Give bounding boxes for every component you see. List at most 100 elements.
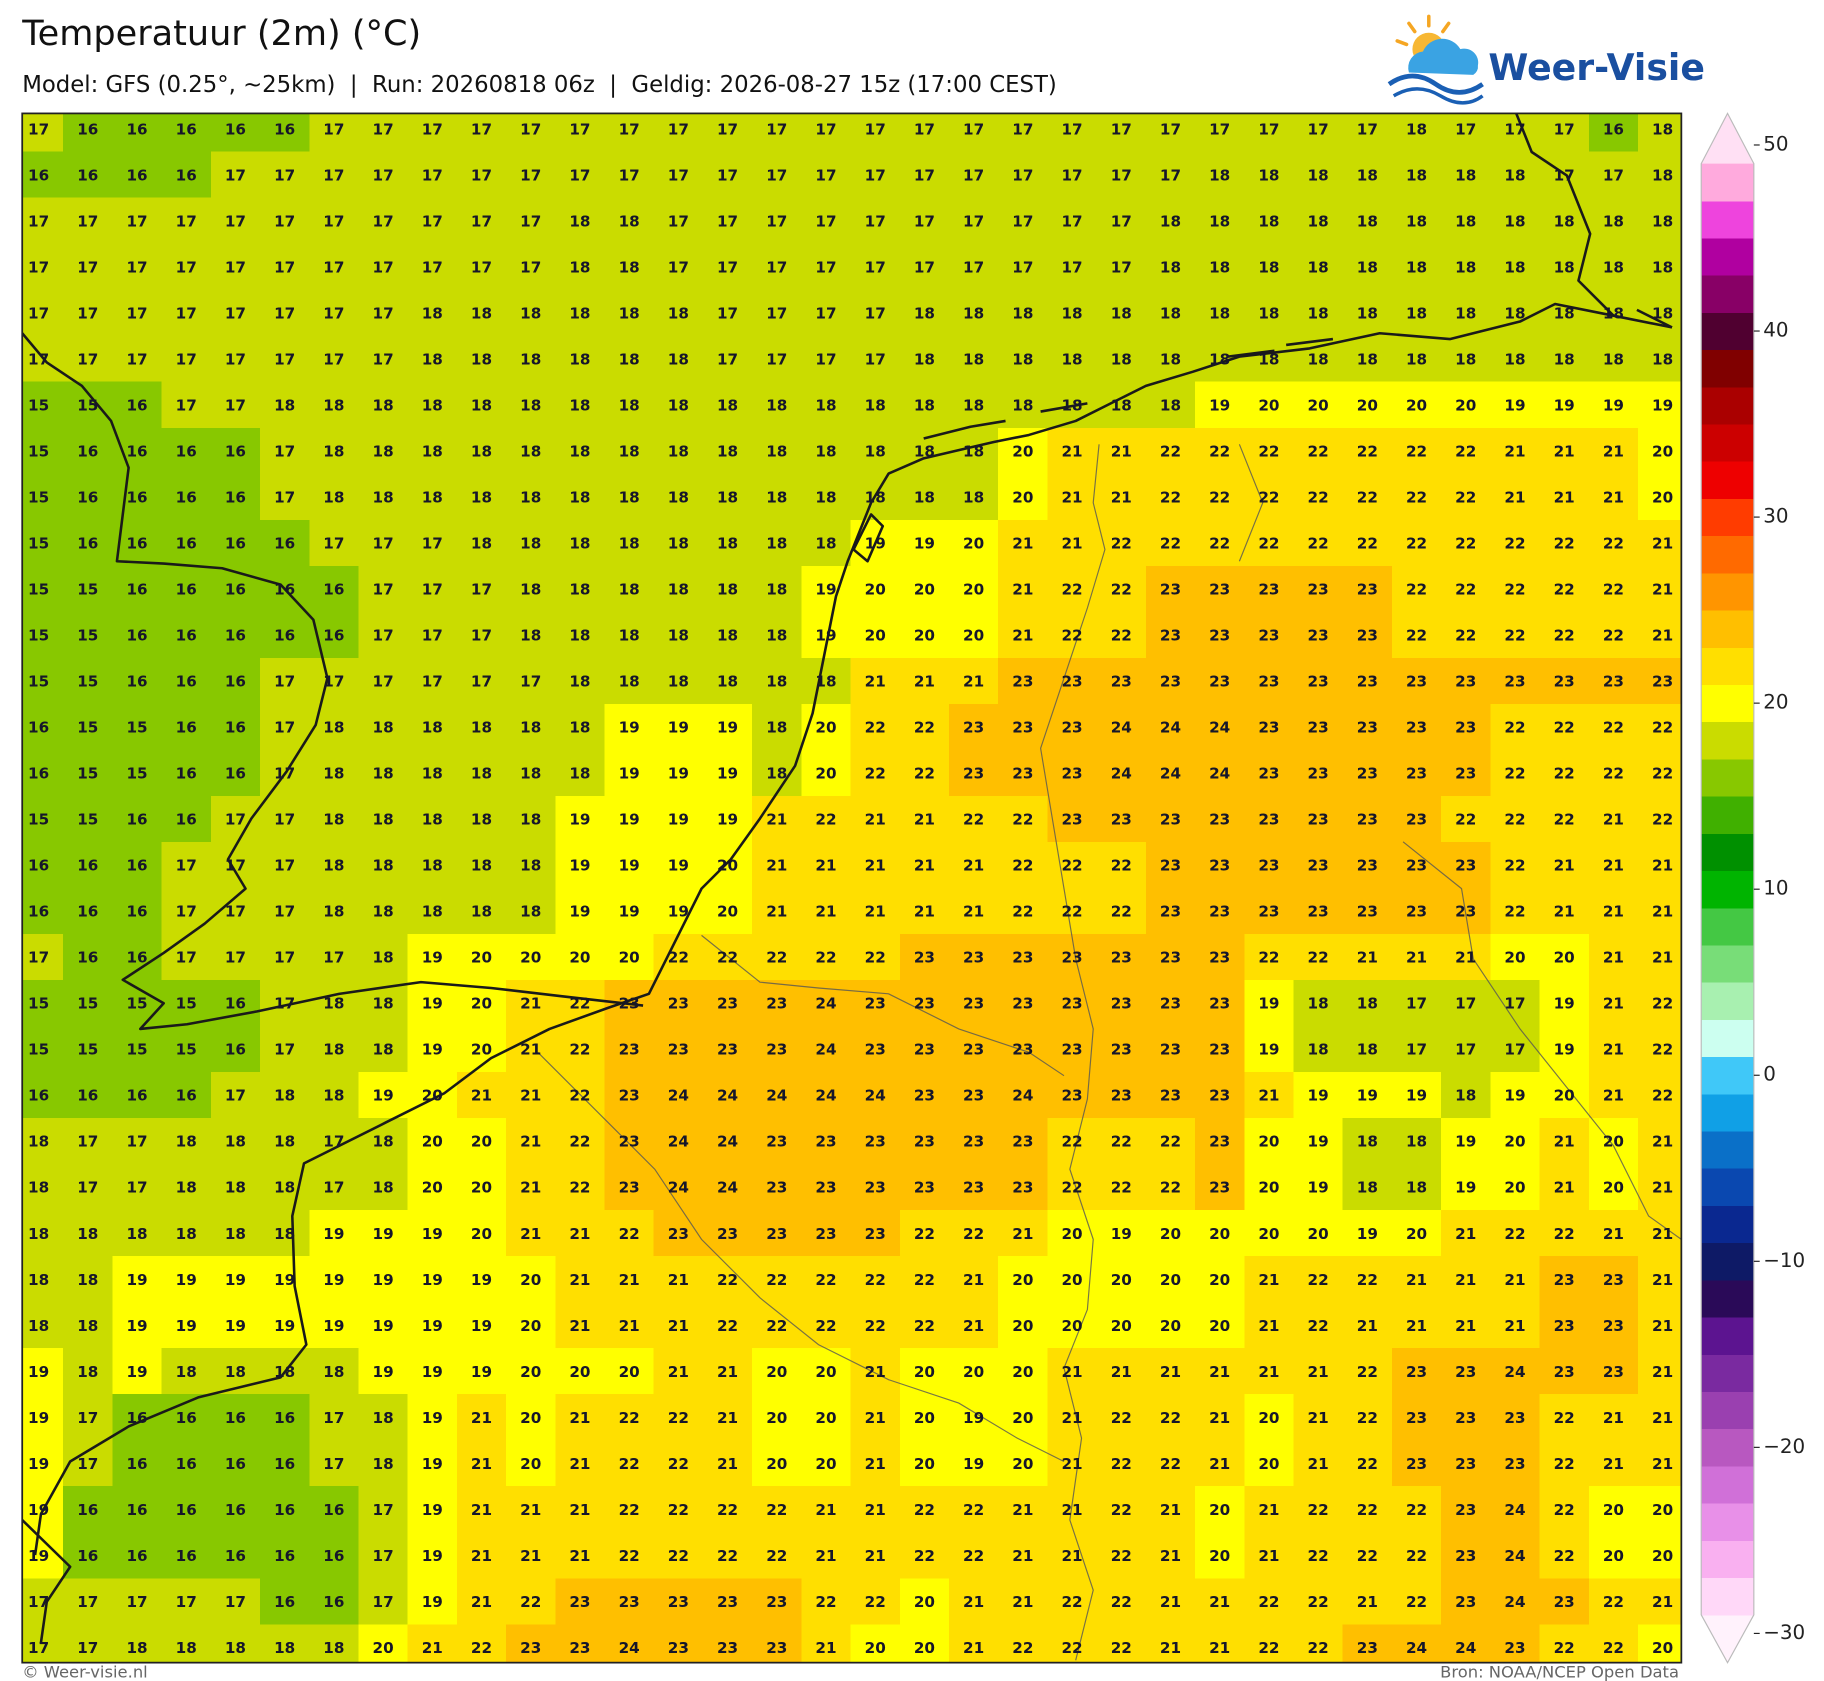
temperature-cell [998, 1440, 1049, 1487]
temperature-cell [63, 243, 114, 291]
temperature-label: 18 [373, 1133, 394, 1151]
temperature-cell [1293, 151, 1344, 199]
temperature-cell [1342, 1164, 1393, 1211]
temperature-cell [702, 565, 753, 613]
temperature-cell [604, 1210, 655, 1257]
temperature-cell [407, 1256, 458, 1303]
temperature-cell [1342, 1624, 1393, 1663]
colorbar-band [1701, 1131, 1754, 1169]
temperature-cell [456, 1394, 507, 1441]
temperature-label: 17 [1160, 120, 1181, 138]
temperature-cell [801, 113, 852, 153]
temperature-label: 18 [1357, 258, 1378, 276]
temperature-label: 23 [914, 1133, 935, 1151]
temperature-cell [358, 1624, 409, 1663]
temperature-label: 18 [1308, 212, 1329, 230]
temperature-label: 21 [963, 1317, 984, 1335]
temperature-label: 17 [274, 1041, 295, 1059]
temperature-cell [604, 1394, 655, 1441]
temperature-label: 22 [815, 949, 836, 967]
temperature-cell [752, 197, 803, 245]
temperature-cell [899, 1394, 950, 1441]
temperature-cell [456, 657, 507, 705]
temperature-label: 18 [422, 765, 443, 783]
temperature-cell [949, 1486, 999, 1533]
temperature-cell [653, 887, 704, 935]
colorbar-tick-label: −30 [1763, 1621, 1805, 1644]
temperature-label: 18 [323, 765, 344, 783]
temperature-label: 18 [520, 304, 541, 322]
temperature-cell [309, 243, 360, 291]
temperature-label: 17 [865, 120, 886, 138]
temperature-label: 19 [619, 719, 640, 737]
temperature-label: 22 [1504, 580, 1525, 598]
temperature-label: 22 [1554, 1547, 1575, 1565]
temperature-cell [1195, 289, 1246, 337]
temperature-cell [506, 427, 557, 475]
temperature-label: 18 [1357, 350, 1378, 368]
temperature-label: 22 [1258, 442, 1279, 460]
temperature-label: 18 [520, 442, 541, 460]
temperature-label: 21 [1061, 442, 1082, 460]
temperature-label: 20 [717, 903, 738, 921]
temperature-cell [1293, 1256, 1344, 1303]
temperature-cell [604, 427, 655, 475]
temperature-cell [358, 335, 409, 383]
temperature-cell [899, 473, 950, 521]
temperature-cell [653, 657, 704, 705]
temperature-cell [998, 841, 1049, 889]
temperature-label: 17 [225, 212, 246, 230]
temperature-label: 24 [865, 1087, 886, 1105]
temperature-cell [850, 749, 901, 797]
temperature-cell [1638, 1624, 1682, 1663]
temperature-label: 20 [520, 1409, 541, 1427]
temperature-label: 21 [1652, 627, 1673, 645]
labels-layer: 17 16 16 16 16 16 17 17 17 17 17 17 17 17 17 17 17 17 17 17… [28, 120, 1673, 1657]
temperature-label: 18 [1406, 120, 1427, 138]
logo-wave [1392, 87, 1484, 105]
temperature-label: 18 [28, 1179, 49, 1197]
temperature-cell [1096, 703, 1147, 751]
temperature-cell [1293, 427, 1344, 475]
temperature-label: 18 [1308, 350, 1329, 368]
temperature-cell [1195, 1624, 1246, 1663]
temperature-cell [358, 749, 409, 797]
temperature-cell [260, 887, 310, 935]
temperature-label: 18 [619, 304, 640, 322]
temperature-cell [506, 1256, 557, 1303]
temperature-cell [112, 473, 163, 521]
temperature-label: 17 [225, 1593, 246, 1611]
temperature-cell [801, 1302, 852, 1349]
temperature-cell [949, 980, 999, 1027]
temperature-label: 18 [520, 765, 541, 783]
temperature-label: 20 [865, 627, 886, 645]
temperature-cell [998, 335, 1049, 383]
temperature-label: 18 [1455, 166, 1476, 184]
temperature-label: 21 [471, 1409, 492, 1427]
temperature-cell [1293, 1118, 1344, 1165]
temperature-label: 22 [815, 1271, 836, 1289]
temperature-cell [1588, 657, 1639, 705]
temperature-label: 21 [668, 1363, 689, 1381]
temperature-cell [260, 381, 310, 429]
colorbar-band [1701, 1168, 1754, 1206]
temperature-cell [1391, 1026, 1442, 1073]
temperature-cell [161, 1026, 212, 1073]
temperature-label: 17 [323, 350, 344, 368]
temperature-label: 22 [1160, 1455, 1181, 1473]
temperature-cell [358, 1532, 409, 1579]
temperature-label: 16 [274, 627, 295, 645]
temperature-label: 23 [1209, 1179, 1230, 1197]
temperature-label: 19 [225, 1271, 246, 1289]
temperature-cell [1490, 113, 1541, 153]
temperature-label: 22 [1652, 811, 1673, 829]
temperature-label: 17 [815, 258, 836, 276]
temperature-cell [801, 289, 852, 337]
temperature-cell [1195, 933, 1246, 981]
temperature-label: 20 [1603, 1179, 1624, 1197]
temperature-label: 22 [1652, 1087, 1673, 1105]
temperature-label: 18 [963, 396, 984, 414]
temperature-cell [161, 473, 212, 521]
temperature-label: 21 [520, 1501, 541, 1519]
temperature-cell [1096, 427, 1147, 475]
